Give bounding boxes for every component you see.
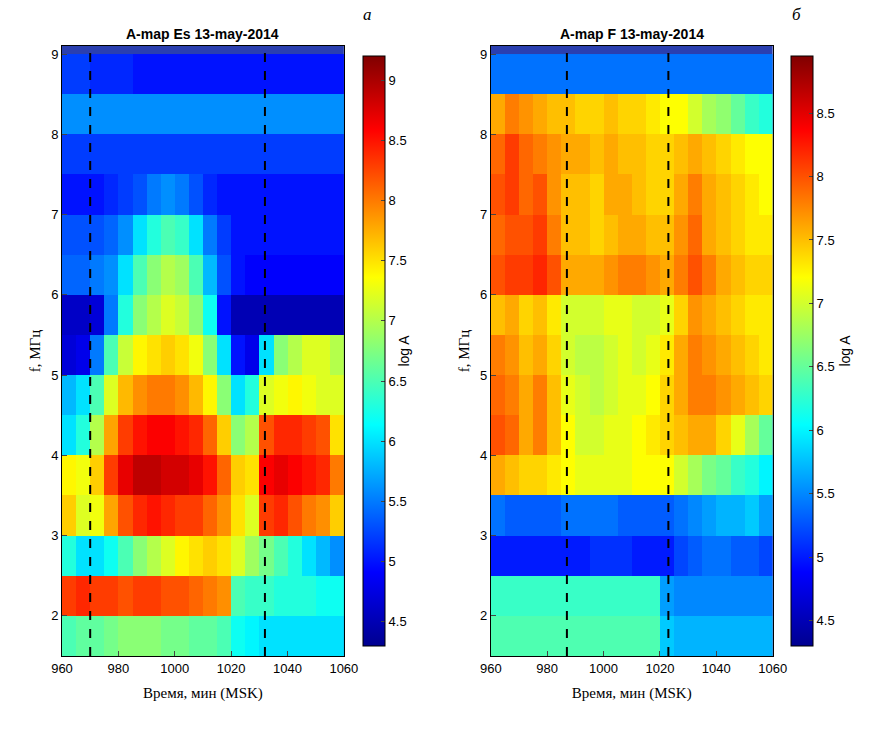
svg-text:а: а: [363, 5, 372, 24]
svg-text:6: 6: [480, 287, 487, 302]
svg-text:6: 6: [817, 423, 824, 438]
svg-text:9: 9: [51, 47, 58, 62]
svg-text:7.5: 7.5: [389, 253, 407, 268]
svg-text:5: 5: [51, 368, 58, 383]
svg-text:8: 8: [51, 127, 58, 142]
svg-text:6: 6: [389, 434, 396, 449]
svg-text:980: 980: [108, 661, 130, 676]
svg-text:6.5: 6.5: [817, 359, 835, 374]
svg-text:б: б: [792, 5, 801, 24]
svg-text:960: 960: [480, 661, 502, 676]
svg-text:8: 8: [817, 169, 824, 184]
svg-text:5: 5: [480, 368, 487, 383]
svg-text:Время, мин (MSK): Время, мин (MSK): [572, 685, 692, 702]
svg-text:9: 9: [480, 47, 487, 62]
svg-text:f, МГц: f, МГц: [27, 330, 43, 373]
svg-text:5: 5: [389, 554, 396, 569]
svg-text:8: 8: [480, 127, 487, 142]
svg-text:1040: 1040: [702, 661, 731, 676]
svg-text:9: 9: [389, 73, 396, 88]
svg-text:8.5: 8.5: [389, 133, 407, 148]
svg-text:3: 3: [51, 528, 58, 543]
svg-text:2: 2: [51, 608, 58, 623]
svg-text:4: 4: [51, 448, 58, 463]
svg-text:6: 6: [51, 287, 58, 302]
svg-text:4.5: 4.5: [389, 614, 407, 629]
svg-text:7: 7: [817, 296, 824, 311]
svg-text:4: 4: [480, 448, 487, 463]
svg-text:3: 3: [480, 528, 487, 543]
svg-text:8: 8: [389, 193, 396, 208]
svg-text:980: 980: [536, 661, 558, 676]
svg-text:2: 2: [480, 608, 487, 623]
svg-text:Время, мин (MSK): Время, мин (MSK): [143, 685, 263, 702]
svg-text:7: 7: [51, 207, 58, 222]
svg-text:5.5: 5.5: [817, 486, 835, 501]
svg-text:4.5: 4.5: [817, 613, 835, 628]
svg-text:5.5: 5.5: [389, 494, 407, 509]
svg-text:960: 960: [51, 661, 73, 676]
svg-text:1040: 1040: [273, 661, 302, 676]
svg-text:1060: 1060: [758, 661, 787, 676]
svg-text:6.5: 6.5: [389, 374, 407, 389]
svg-text:1020: 1020: [645, 661, 674, 676]
svg-text:5: 5: [817, 550, 824, 565]
svg-text:8.5: 8.5: [817, 106, 835, 121]
svg-text:A-map F 13-may-2014: A-map F 13-may-2014: [560, 26, 704, 42]
svg-text:1000: 1000: [160, 661, 189, 676]
svg-text:log A: log A: [837, 335, 853, 367]
svg-text:log A: log A: [396, 335, 412, 367]
svg-text:1020: 1020: [217, 661, 246, 676]
svg-text:1060: 1060: [329, 661, 358, 676]
svg-text:1000: 1000: [589, 661, 618, 676]
svg-text:7.5: 7.5: [817, 233, 835, 248]
svg-text:7: 7: [480, 207, 487, 222]
svg-text:A-map Es 13-may-2014: A-map Es 13-may-2014: [126, 26, 279, 42]
svg-text:7: 7: [389, 313, 396, 328]
svg-text:f, МГц: f, МГц: [456, 330, 472, 373]
